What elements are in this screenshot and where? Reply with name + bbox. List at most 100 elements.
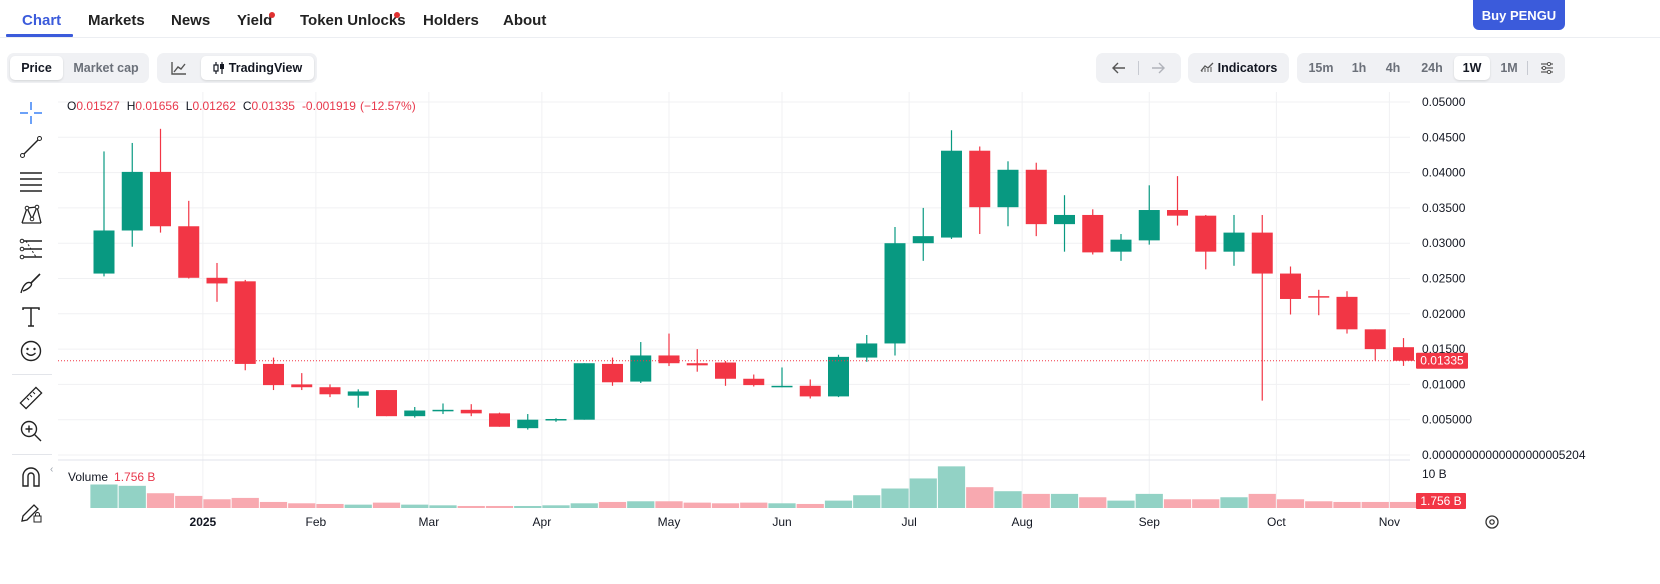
nav-tab-token-unlocks[interactable]: Token Unlocks (300, 12, 406, 29)
nav-tab-yield[interactable]: Yield (237, 12, 273, 29)
interval-15m[interactable]: 15m (1308, 61, 1334, 75)
y-tick-label: 0.04500 (1422, 130, 1466, 144)
volume-bar (1333, 501, 1361, 508)
interval-1h[interactable]: 1h (1351, 61, 1367, 75)
x-tick-label: 2025 (190, 515, 217, 529)
interval-24h[interactable]: 24h (1421, 61, 1443, 75)
candle-body (545, 418, 567, 421)
volume-bar (683, 502, 711, 508)
volume-bar (740, 502, 768, 508)
volume-bar (485, 505, 514, 508)
volume-bar (429, 505, 457, 508)
chart-settings-button[interactable] (1534, 56, 1560, 80)
trend-line-tool[interactable] (18, 134, 44, 160)
emoji-tool[interactable] (18, 338, 44, 364)
candle-body (1138, 210, 1160, 241)
volume-bar (881, 488, 909, 508)
volume-bar (1305, 501, 1333, 508)
line-chart-toggle[interactable] (160, 56, 198, 80)
tradingview-toggle[interactable]: TradingView (201, 56, 314, 80)
redo-button[interactable] (1143, 56, 1173, 80)
volume-bar (627, 501, 655, 508)
interval-1w[interactable]: 1W (1454, 56, 1490, 80)
volume-bar (231, 497, 259, 508)
zoom-in-icon (20, 420, 42, 442)
nav-tab-about[interactable]: About (503, 12, 547, 29)
candle-body (630, 355, 652, 382)
nav-tab-holders[interactable]: Holders (423, 12, 479, 29)
forecast-tool[interactable] (18, 236, 44, 262)
candle-body (404, 410, 426, 417)
volume-bar (1050, 493, 1079, 508)
nav-tab-markets[interactable]: Markets (88, 12, 145, 29)
candle-body (969, 150, 991, 208)
candle-body (1195, 215, 1217, 252)
volume-bars (90, 466, 1418, 508)
candle-body (93, 230, 115, 274)
gear-ring (1485, 515, 1499, 529)
candle-body (263, 363, 284, 386)
undo-button[interactable] (1104, 56, 1134, 80)
trend-line-icon (20, 136, 42, 158)
brush-tool[interactable] (18, 270, 44, 296)
close-key: C (242, 99, 252, 113)
magnet-tool[interactable] (18, 465, 44, 491)
x-tick-label: Oct (1267, 515, 1286, 529)
volume-bar (1389, 501, 1418, 508)
candle-body (1251, 232, 1273, 274)
volume-legend: Volume 1.756 B (68, 470, 155, 484)
indicators-content: Indicators (1192, 56, 1285, 80)
nav-tab-chart[interactable]: Chart (22, 12, 62, 29)
tools-divider (12, 454, 52, 455)
fib-lines-icon (20, 172, 42, 192)
volume-bar (796, 503, 824, 508)
interval-1m[interactable]: 1M (1500, 61, 1518, 75)
volume-bar (175, 495, 203, 508)
axis-settings-icon (1485, 515, 1499, 529)
volume-bar (344, 504, 372, 508)
candle-body (997, 169, 1019, 208)
buy-button[interactable]: Buy PENGU (1473, 0, 1565, 30)
high-key: H (126, 99, 136, 113)
sliders-icon (1541, 61, 1553, 75)
volume-axis-label: 10 B (1422, 467, 1447, 481)
crosshair-icon (20, 102, 42, 124)
candle-body (1167, 210, 1188, 216)
y-tick-label: 0.02000 (1422, 307, 1466, 321)
candle-body (573, 363, 595, 420)
indicators-button[interactable]: Indicators (1188, 53, 1289, 83)
lock-drawings-tool[interactable] (18, 499, 44, 525)
candle-body (799, 385, 821, 397)
change-value: -0.001919 (301, 99, 356, 113)
price-toggle[interactable]: Price (10, 56, 63, 80)
volume-bar (1079, 497, 1107, 508)
pattern-tool[interactable] (18, 202, 44, 228)
nav-tab-news[interactable]: News (171, 12, 211, 29)
interval-4h[interactable]: 4h (1385, 61, 1401, 75)
open-key: O (67, 99, 77, 113)
candle-body (1223, 232, 1245, 252)
zoom-tool[interactable] (18, 418, 44, 444)
candle-body (1364, 329, 1386, 350)
candle-body (1393, 347, 1414, 361)
volume-bar (853, 495, 881, 508)
active-tab-underline (6, 34, 73, 37)
volume-bar (909, 478, 937, 508)
horizontal-lines-tool[interactable] (18, 168, 44, 194)
volume-bar (1276, 499, 1305, 508)
collapse-pane-icon: ‹ (50, 464, 53, 475)
measure-tool[interactable] (18, 385, 44, 411)
candle-body (856, 343, 878, 358)
crosshair-tool[interactable] (18, 100, 44, 126)
candle-body (602, 363, 623, 383)
top-nav: Chart Markets News Yield Token Unlocks Holder… (0, 0, 1660, 38)
candle-body (178, 226, 200, 278)
text-icon (22, 307, 40, 327)
high-value: 0.01656 (135, 99, 179, 113)
candle-body (912, 236, 934, 244)
market-cap-toggle[interactable]: Market cap (73, 61, 139, 75)
low-key: L (185, 99, 193, 113)
text-tool[interactable] (18, 304, 44, 330)
y-tick-label: 0.03000 (1422, 236, 1466, 250)
